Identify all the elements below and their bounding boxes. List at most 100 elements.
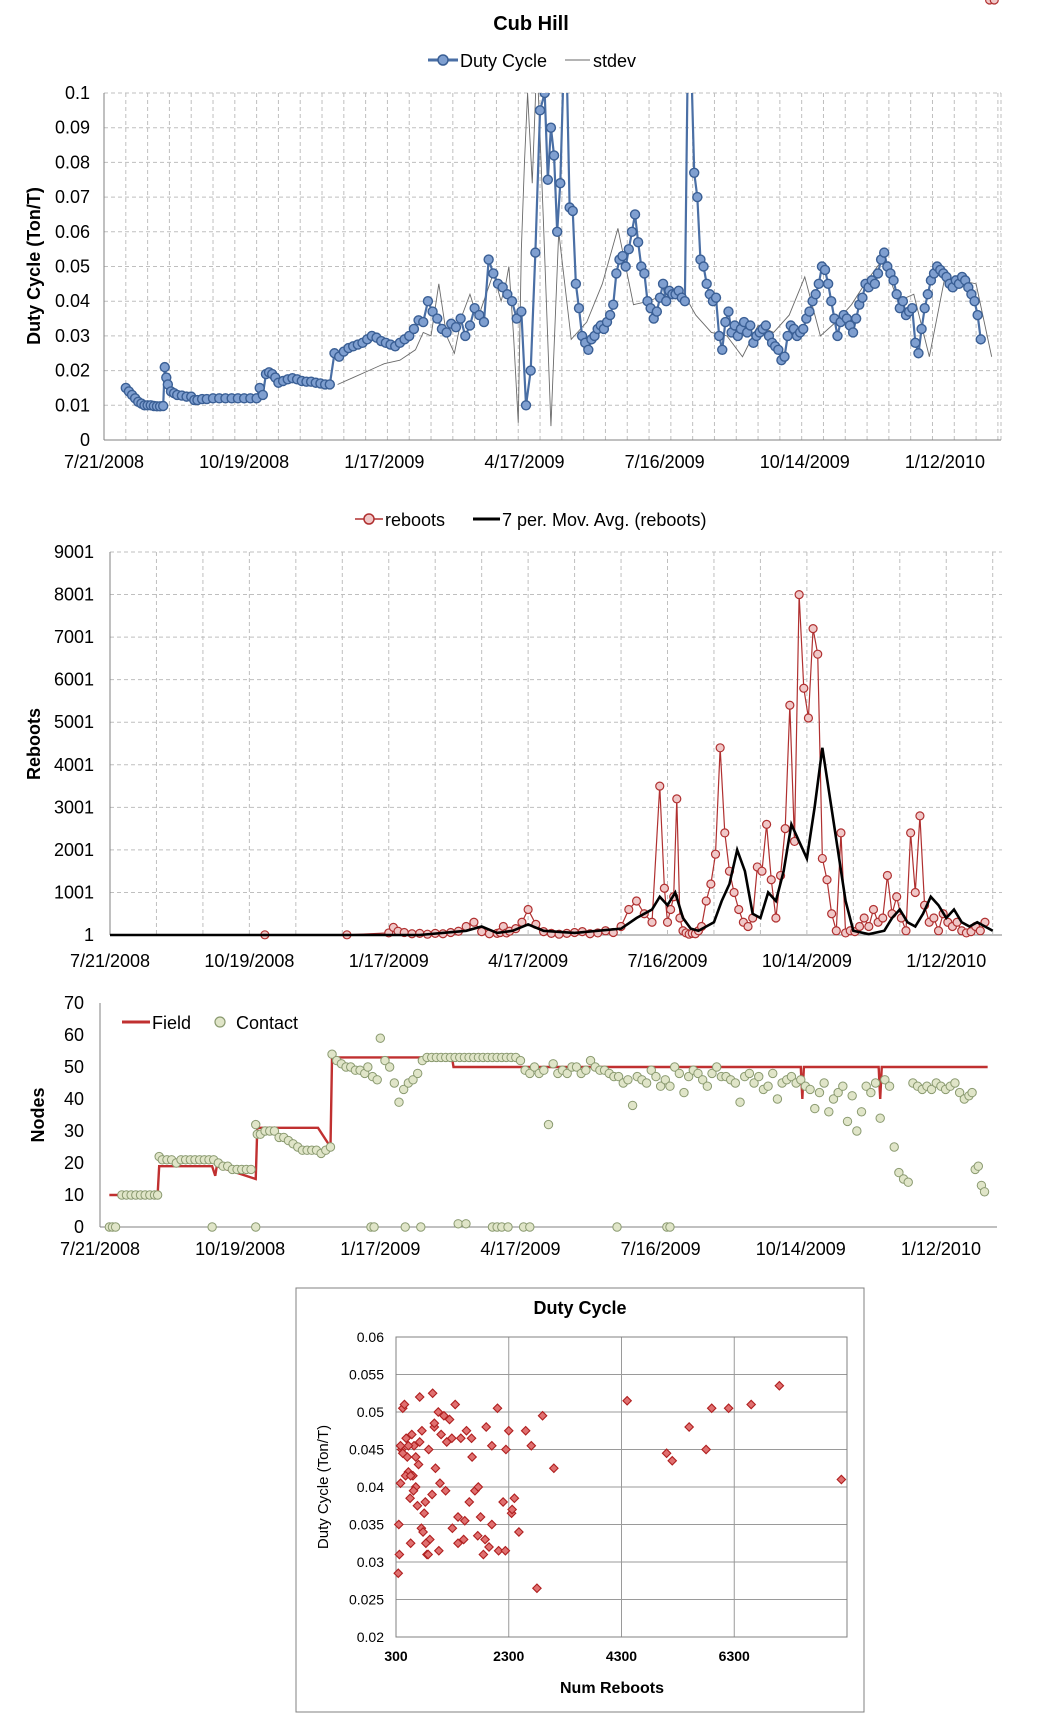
duty-cycle-point [562, 54, 571, 63]
reboots-point [662, 917, 673, 927]
reboots-point [868, 904, 879, 915]
chart-2-gridlines [110, 551, 1002, 935]
contact-point [655, 1081, 666, 1091]
chart-2-legend: reboots 7 per. Mov. Avg. (reboots) [355, 510, 706, 530]
reboots-point [794, 589, 804, 600]
scatter-point [423, 1444, 434, 1455]
contact-point [251, 1222, 261, 1232]
chart-1-y-tick-label: 0.09 [55, 118, 90, 138]
duty-cycle-point [701, 278, 712, 290]
chart-scatter-duty-vs-reboots: Duty Cycle 0.020.0250.030.0350.040.0450.… [295, 1287, 865, 1713]
duty-cycle-point [520, 400, 532, 411]
duty-cycle-point [869, 278, 881, 290]
reboots-point [929, 913, 939, 923]
duty-cycle-point [583, 344, 594, 355]
reboots-point [655, 781, 665, 791]
duty-cycle-point [573, 302, 585, 314]
contact-point [852, 1126, 862, 1136]
duty-cycle-point [474, 309, 485, 321]
duty-cycle-point [916, 323, 927, 335]
contact-point [372, 1075, 382, 1085]
duty-cycle-point [897, 296, 909, 307]
duty-cycle-point [530, 247, 541, 258]
chart-1-x-tick-label: 7/16/2009 [625, 452, 705, 472]
chart-3-x-tick-labels: 7/21/2008 10/19/2008 1/17/2009 4/17/2009 7/1… [60, 1239, 981, 1259]
reboots-point [910, 887, 920, 898]
contact-point [627, 1100, 638, 1111]
contact-point [889, 1142, 899, 1152]
scatter-point [405, 1493, 416, 1504]
legend-mov-avg-label: 7 per. Mov. Avg. (reboots) [502, 510, 706, 530]
reboots-point [710, 849, 721, 859]
contact-point [246, 1164, 256, 1175]
scatter-point [500, 1444, 511, 1455]
contact-point [669, 1062, 680, 1072]
contact-point [679, 1087, 689, 1098]
contact-point [651, 1071, 661, 1082]
contact-point [903, 1177, 913, 1187]
chart-3-x-tick-label: 7/21/2008 [60, 1239, 140, 1259]
contact-point [810, 1103, 820, 1114]
scatter-point [395, 1478, 406, 1489]
scatter-point [433, 1545, 444, 1556]
scatter-point [440, 1485, 451, 1496]
chart-3-y-axis-label: Nodes [28, 1087, 48, 1142]
chart-2-y-tick-label: 4001 [54, 755, 94, 775]
chart-1-x-tick-label: 1/12/2010 [905, 452, 985, 472]
chart-1-y-tick-label: 0.08 [55, 152, 90, 172]
chart-4-plot-border [395, 1336, 848, 1638]
contact-point [515, 1055, 526, 1066]
chart-2-x-tick-label: 10/19/2008 [204, 951, 294, 971]
contact-point [548, 1059, 558, 1069]
scatter-point [486, 1519, 497, 1530]
chart-4-title: Duty Cycle [533, 1298, 626, 1318]
scatter-point [493, 1545, 504, 1556]
duty-cycle-point [450, 322, 462, 333]
chart-3-x-tick-label: 10/14/2009 [756, 1239, 846, 1259]
duty-cycle-point [969, 296, 980, 307]
contact-point [833, 1087, 843, 1098]
contact-point [612, 1222, 622, 1232]
duty-cycle-point [497, 282, 508, 293]
chart-2-x-tick-label: 10/14/2009 [762, 951, 852, 971]
chart-2-y-tick-label: 6001 [54, 670, 94, 690]
contact-point [979, 1187, 990, 1197]
reboots-point [803, 713, 814, 723]
contact-point [842, 1116, 853, 1127]
contact-point [581, 1065, 591, 1075]
contact-point [398, 1084, 409, 1095]
scatter-point [509, 1493, 520, 1504]
contact-point [503, 1222, 513, 1232]
chart-2-y-tick-label: 7001 [54, 627, 94, 647]
duty-cycle-point [717, 344, 728, 355]
scatter-point [444, 1414, 455, 1425]
chart-1-y-axis-label: Duty Cycle (Ton/T) [24, 187, 44, 345]
reboots-point [827, 909, 837, 919]
reboots-point [906, 828, 916, 838]
duty-cycle-point [773, 344, 784, 355]
reboots-point [785, 700, 795, 710]
contact-point [744, 1068, 755, 1079]
duty-cycle-point [819, 264, 831, 276]
chart-3-y-tick-label: 0 [74, 1217, 84, 1237]
contact-point [641, 1078, 652, 1088]
duty-cycle-point [657, 278, 669, 290]
contact-point [702, 1081, 713, 1091]
duty-cycle-point [872, 268, 884, 279]
chart-3-y-tick-label: 20 [64, 1153, 84, 1173]
duty-cycle-point [907, 302, 918, 314]
chart-1-x-tick-label: 7/21/2008 [64, 452, 144, 472]
duty-cycle-point [427, 306, 438, 317]
contact-point [772, 1094, 783, 1104]
contact-point [369, 1222, 379, 1232]
chart-4-x-tick-label: 300 [384, 1648, 408, 1664]
chart-4-y-tick-label: 0.04 [357, 1479, 384, 1495]
duty-cycle-point [632, 237, 644, 248]
scatter-point [484, 1542, 494, 1552]
scatter-point [453, 1538, 463, 1549]
duty-cycle-point [857, 292, 868, 303]
chart-4-y-tick-label: 0.045 [349, 1442, 384, 1458]
contact-point [529, 1062, 540, 1072]
chart-1-series-group [120, 54, 993, 427]
